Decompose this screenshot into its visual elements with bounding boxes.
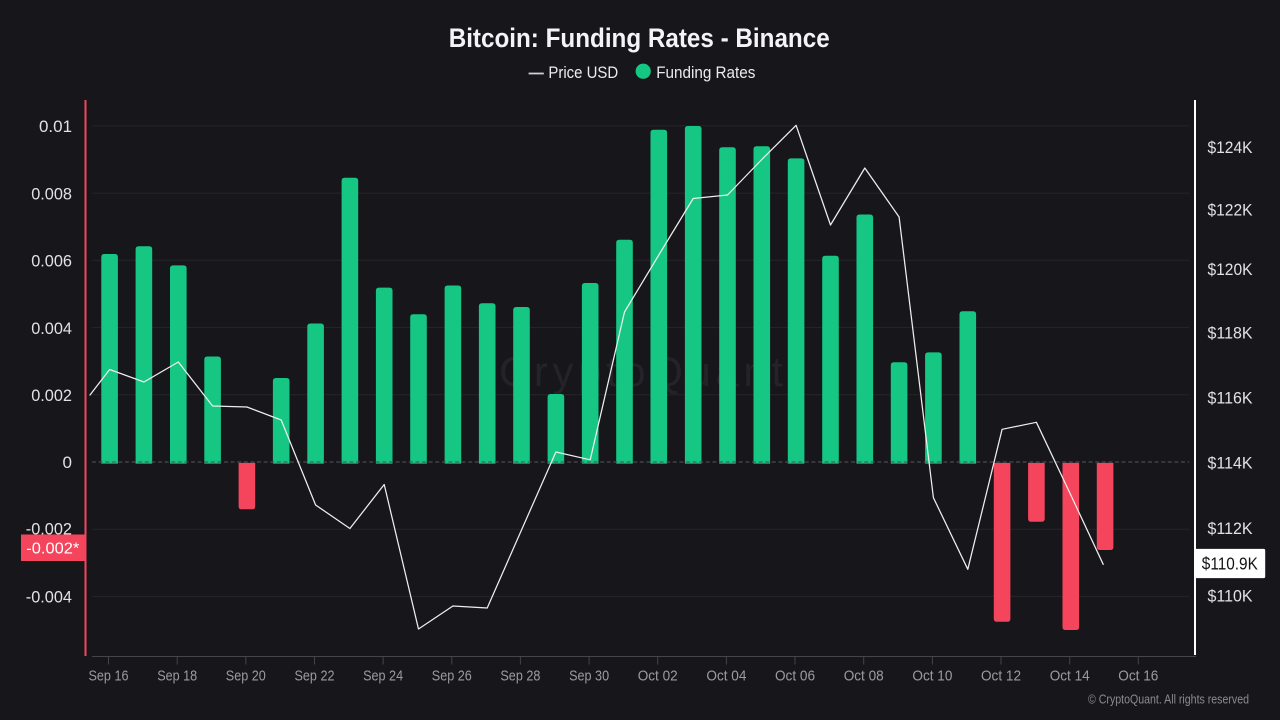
svg-text:0.002: 0.002 [31,386,72,405]
svg-text:$116K: $116K [1208,389,1254,408]
svg-text:$114K: $114K [1208,453,1254,472]
svg-text:Oct 10: Oct 10 [912,668,952,685]
svg-text:-0.004: -0.004 [26,588,72,607]
svg-text:CryptoQuant: CryptoQuant [499,348,783,395]
svg-text:Bitcoin: Funding Rates - Binan: Bitcoin: Funding Rates - Binance [449,23,830,53]
svg-text:Sep 20: Sep 20 [226,668,266,685]
svg-text:Sep 24: Sep 24 [363,668,403,685]
svg-text:0.004: 0.004 [31,319,72,338]
svg-text:Sep 22: Sep 22 [295,668,335,685]
svg-text:$110.9K: $110.9K [1202,553,1258,573]
svg-text:-0.002: -0.002 [26,520,72,539]
svg-text:0.006: 0.006 [31,252,72,271]
svg-text:Oct 02: Oct 02 [638,668,678,685]
svg-text:Oct 16: Oct 16 [1118,668,1158,685]
svg-text:$112K: $112K [1208,519,1254,538]
svg-text:Oct 06: Oct 06 [775,668,815,685]
svg-text:Sep 16: Sep 16 [89,668,129,685]
svg-text:Sep 18: Sep 18 [157,668,197,685]
svg-text:0.01: 0.01 [39,117,72,136]
svg-text:$120K: $120K [1208,260,1254,279]
svg-text:Funding Rates: Funding Rates [656,63,755,82]
svg-text:$110K: $110K [1208,587,1254,606]
svg-text:Sep 26: Sep 26 [432,668,472,685]
svg-text:Oct 08: Oct 08 [844,668,884,685]
svg-text:$124K: $124K [1208,138,1254,157]
svg-text:Sep 30: Sep 30 [569,668,609,685]
svg-text:0.008: 0.008 [31,184,72,203]
svg-text:© CryptoQuant. All rights rese: © CryptoQuant. All rights reserved [1088,692,1249,706]
svg-text:Oct 12: Oct 12 [981,668,1021,685]
svg-text:-0.002*: -0.002* [26,541,79,558]
svg-text:Oct 04: Oct 04 [706,668,746,685]
svg-text:$118K: $118K [1208,323,1254,342]
svg-text:Oct 14: Oct 14 [1050,668,1090,685]
svg-text:$122K: $122K [1208,200,1254,219]
svg-text:Price USD: Price USD [548,63,618,82]
svg-text:0: 0 [63,453,72,472]
svg-text:Sep 28: Sep 28 [500,668,540,685]
